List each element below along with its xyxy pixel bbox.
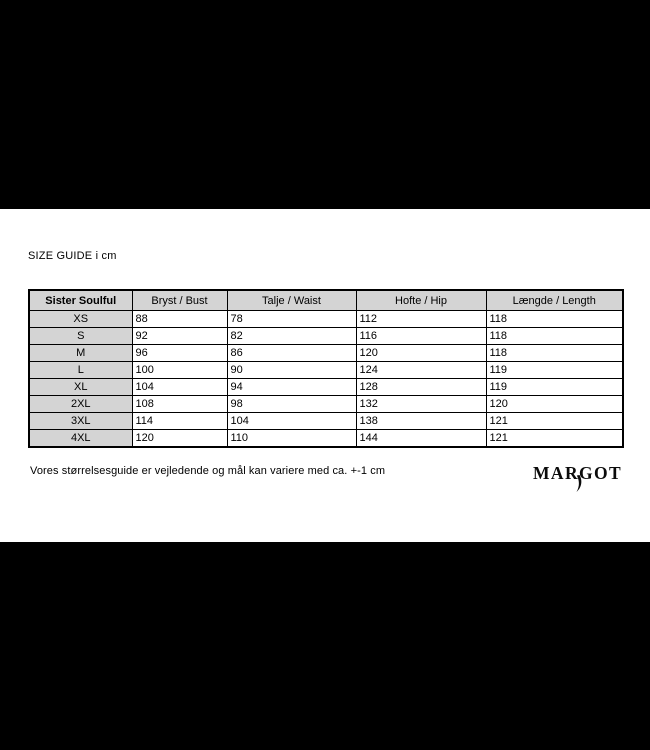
hip-cell: 132 (355, 395, 487, 413)
hip-cell: 144 (355, 429, 487, 448)
size-label-cell: XL (28, 378, 133, 396)
length-cell: 121 (485, 429, 624, 448)
margot-logo-text: MARGOT (533, 463, 622, 483)
header-cell-length: Længde / Length (485, 289, 624, 311)
length-cell: 121 (485, 412, 624, 430)
table-row-xl: XL 104 94 128 119 (28, 378, 624, 396)
length-cell: 118 (485, 344, 624, 362)
bust-cell: 120 (131, 429, 228, 448)
size-label-cell: 4XL (28, 429, 133, 448)
size-label-cell: 3XL (28, 412, 133, 430)
margot-wordmark: MARGOT (533, 463, 622, 492)
hip-cell: 112 (355, 310, 487, 328)
logo-r-tail-flourish (576, 475, 582, 492)
hip-cell: 116 (355, 327, 487, 345)
header-cell-hip: Hofte / Hip (355, 289, 487, 311)
table-row-l: L 100 90 124 119 (28, 361, 624, 379)
length-cell: 119 (485, 378, 624, 396)
header-cell-size: Sister Soulful (28, 289, 133, 311)
size-table: Sister Soulful Bryst / Bust Talje / Wais… (28, 289, 624, 448)
waist-cell: 110 (226, 429, 357, 448)
bust-cell: 88 (131, 310, 228, 328)
table-row-m: M 96 86 120 118 (28, 344, 624, 362)
size-label-cell: L (28, 361, 133, 379)
waist-cell: 94 (226, 378, 357, 396)
length-cell: 118 (485, 310, 624, 328)
size-guide-title: SIZE GUIDE i cm (28, 250, 117, 262)
bottom-letterbox-bar (0, 542, 650, 750)
length-cell: 118 (485, 327, 624, 345)
table-row-2xl: 2XL 108 98 132 120 (28, 395, 624, 413)
hip-cell: 124 (355, 361, 487, 379)
size-label-cell: XS (28, 310, 133, 328)
table-row-3xl: 3XL 114 104 138 121 (28, 412, 624, 430)
hip-cell: 128 (355, 378, 487, 396)
table-row-4xl: 4XL 120 110 144 121 (28, 429, 624, 448)
size-label-cell: S (28, 327, 133, 345)
waist-cell: 90 (226, 361, 357, 379)
top-letterbox-bar (0, 0, 650, 209)
waist-cell: 86 (226, 344, 357, 362)
bust-cell: 104 (131, 378, 228, 396)
length-cell: 119 (485, 361, 624, 379)
waist-cell: 78 (226, 310, 357, 328)
size-label-cell: M (28, 344, 133, 362)
waist-cell: 82 (226, 327, 357, 345)
waist-cell: 104 (226, 412, 357, 430)
bust-cell: 100 (131, 361, 228, 379)
length-cell: 120 (485, 395, 624, 413)
margot-logo: MARGOT (533, 460, 633, 501)
table-row-s: S 92 82 116 118 (28, 327, 624, 345)
waist-cell: 98 (226, 395, 357, 413)
header-cell-waist: Talje / Waist (226, 289, 357, 311)
bust-cell: 114 (131, 412, 228, 430)
bust-cell: 108 (131, 395, 228, 413)
size-table-header-row: Sister Soulful Bryst / Bust Talje / Wais… (28, 289, 624, 311)
header-cell-bust: Bryst / Bust (131, 289, 228, 311)
hip-cell: 138 (355, 412, 487, 430)
table-row-xs: XS 88 78 112 118 (28, 310, 624, 328)
bust-cell: 96 (131, 344, 228, 362)
hip-cell: 120 (355, 344, 487, 362)
size-guide-footnote: Vores størrelsesguide er vejledende og m… (30, 465, 386, 477)
bust-cell: 92 (131, 327, 228, 345)
size-label-cell: 2XL (28, 395, 133, 413)
